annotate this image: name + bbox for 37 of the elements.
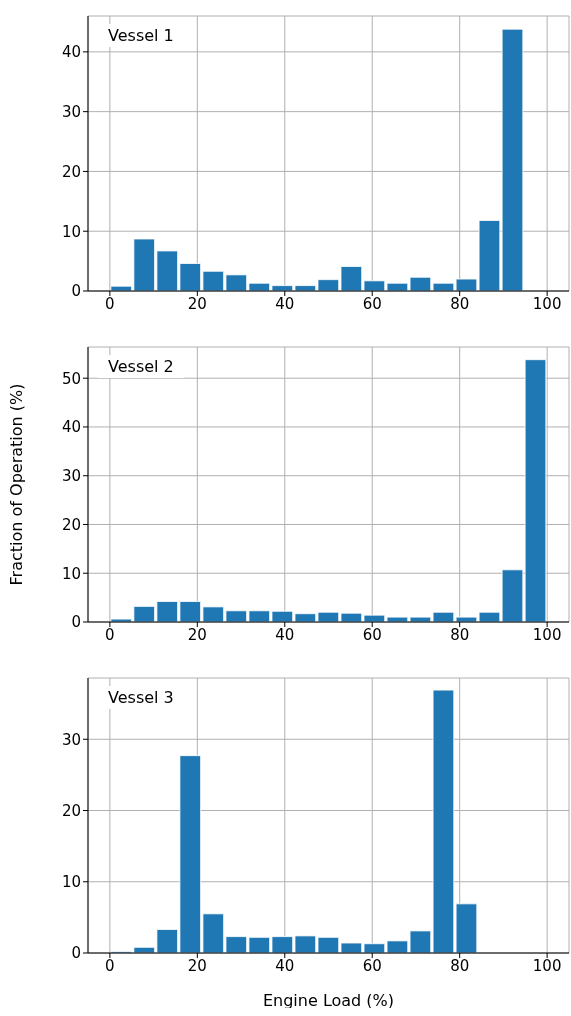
x-tick-label: 0: [105, 625, 115, 644]
text: Vessel 3: [98, 686, 184, 709]
y-tick-label: 30: [61, 102, 81, 121]
x-tick-label: 100: [532, 956, 562, 975]
y-tick-label: 20: [61, 515, 81, 534]
y-tick-label: 40: [61, 418, 81, 437]
y-tick-label: 0: [71, 613, 81, 632]
x-tick-label: 20: [187, 956, 207, 975]
x-tick-label: 80: [450, 956, 470, 975]
y-tick-label: 0: [71, 282, 81, 301]
y-axis-title: Fraction of Operation (%): [6, 383, 26, 586]
y-tick-label: 20: [61, 801, 81, 820]
y-tick-label: 30: [61, 730, 81, 749]
x-tick-label: 60: [362, 294, 382, 313]
x-tick-label: 40: [275, 625, 295, 644]
y-tick-label: 10: [61, 222, 81, 241]
y-tick-label: 10: [61, 873, 81, 892]
y-tick-label: 50: [61, 369, 81, 388]
text: Vessel 1: [98, 24, 184, 47]
x-tick-label: 40: [275, 294, 295, 313]
x-tick-label: 60: [362, 625, 382, 644]
y-tick-label: 20: [61, 162, 81, 181]
x-tick-label: 60: [362, 956, 382, 975]
y-tick-label: 0: [71, 944, 81, 963]
x-tick-label: 0: [105, 956, 115, 975]
x-tick-label: 0: [105, 294, 115, 313]
x-tick-label: 80: [450, 294, 470, 313]
x-tick-label: 100: [532, 625, 562, 644]
x-tick-label: 20: [187, 294, 207, 313]
x-tick-label: 40: [275, 956, 295, 975]
y-tick-label: 40: [61, 43, 81, 62]
x-tick-label: 100: [532, 294, 562, 313]
y-tick-label: 30: [61, 467, 81, 486]
text: Vessel 2: [98, 355, 184, 378]
x-tick-label: 20: [187, 625, 207, 644]
y-tick-label: 10: [61, 564, 81, 583]
x-tick-label: 80: [450, 625, 470, 644]
